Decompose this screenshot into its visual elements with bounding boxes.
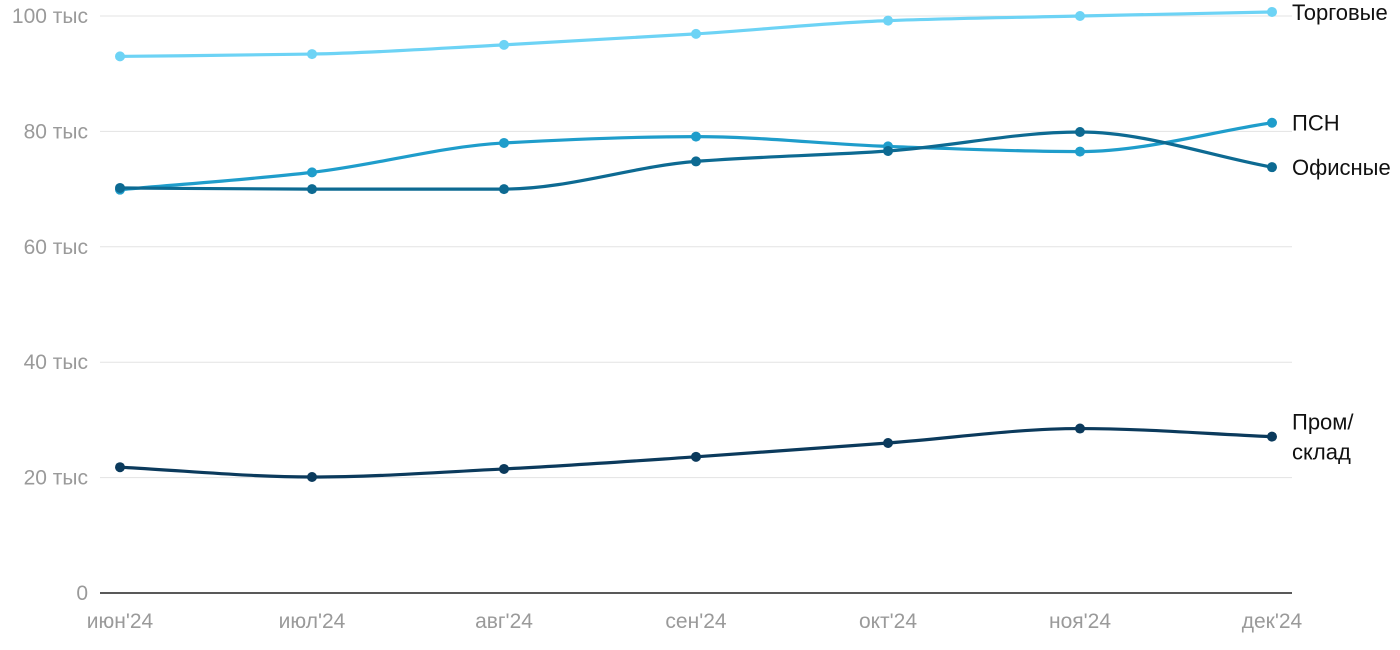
data-point: [691, 28, 701, 39]
data-point: [1267, 162, 1277, 173]
data-point: [307, 184, 317, 195]
y-tick-label: 80 тыс: [24, 120, 88, 143]
series-label: Торговые: [1292, 0, 1388, 25]
x-tick-label: окт'24: [859, 610, 917, 633]
series-label: ПСН: [1292, 111, 1340, 136]
data-point: [307, 49, 317, 60]
data-point: [1075, 146, 1085, 157]
series-1: [115, 6, 1277, 62]
series-label: Офисные: [1292, 155, 1391, 180]
data-point: [691, 156, 701, 167]
data-point: [1075, 423, 1085, 434]
data-point: [883, 146, 893, 157]
data-point: [499, 39, 509, 50]
data-point: [883, 15, 893, 26]
gridlines: [100, 15, 1292, 594]
y-tick-label: 100 тыс: [12, 5, 88, 28]
data-point: [499, 137, 509, 148]
series-label: Пром/склад: [1292, 410, 1354, 465]
data-point: [499, 184, 509, 195]
y-tick-label: 20 тыс: [24, 467, 88, 490]
x-tick-label: июн'24: [87, 610, 154, 633]
data-point: [115, 182, 125, 193]
data-point: [691, 131, 701, 142]
y-tick-label: 60 тыс: [24, 236, 88, 259]
y-tick-label: 40 тыс: [24, 351, 88, 374]
data-point: [307, 167, 317, 178]
data-point: [115, 462, 125, 473]
data-point: [115, 51, 125, 62]
series-3: [115, 126, 1277, 195]
y-axis-ticks: 0 20 тыс 40 тыс 60 тыс 80 тыс 100 тыс: [12, 5, 88, 605]
data-point: [1267, 431, 1277, 442]
series-labels: Торговые ПСН Офисные Пром/склад: [1292, 0, 1391, 465]
data-point: [883, 437, 893, 448]
series-2: [115, 117, 1277, 195]
data-point: [307, 472, 317, 483]
x-tick-label: авг'24: [475, 610, 533, 633]
data-point: [1075, 126, 1085, 137]
data-point: [1267, 6, 1277, 17]
series-lines: [115, 6, 1277, 483]
x-tick-label: сен'24: [665, 610, 726, 633]
data-point: [499, 463, 509, 474]
x-tick-label: дек'24: [1242, 610, 1303, 633]
x-tick-label: ноя'24: [1049, 610, 1111, 633]
y-tick-label: 0: [76, 582, 88, 605]
data-point: [1267, 117, 1277, 128]
data-point: [1075, 11, 1085, 21]
x-tick-label: июл'24: [279, 610, 346, 633]
x-axis-ticks: июн'24 июл'24 авг'24 сен'24 окт'24 ноя'24 дек'…: [87, 610, 1303, 633]
data-point: [691, 451, 701, 462]
series-4: [115, 423, 1277, 483]
